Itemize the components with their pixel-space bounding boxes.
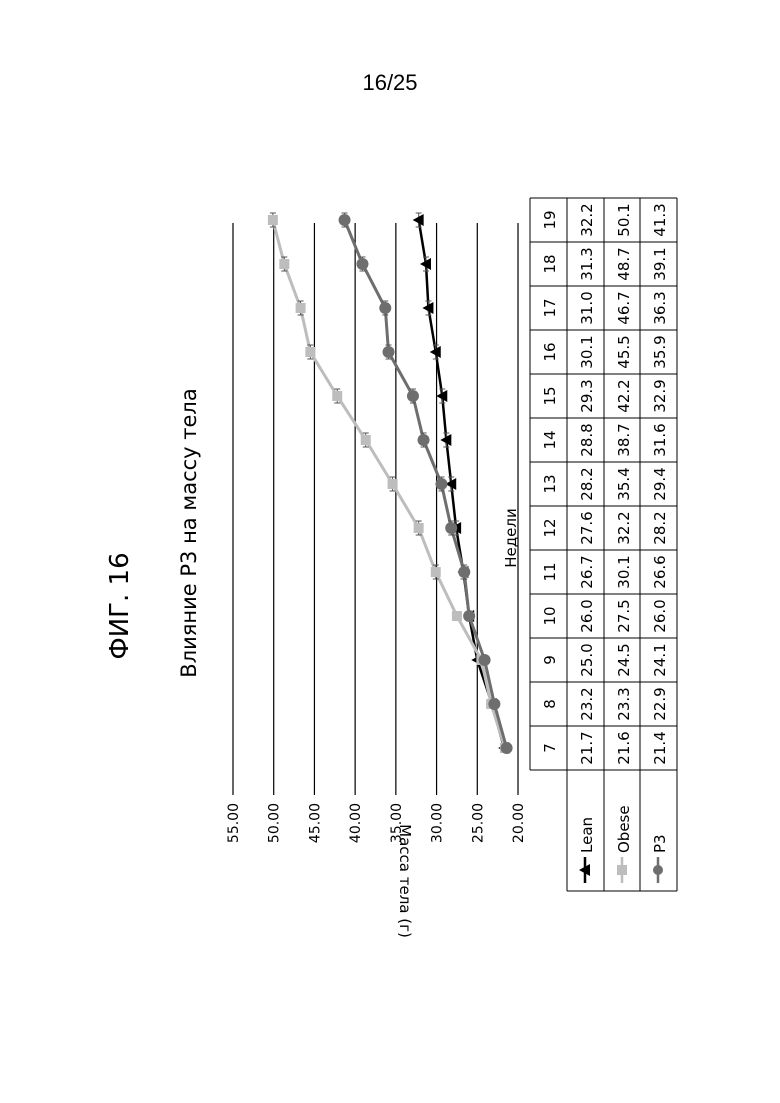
table-header-cell: 10 <box>541 606 559 625</box>
figure-label: ФИГ. 16 <box>105 552 135 659</box>
data-point <box>339 214 351 226</box>
x-axis-label: Недели <box>502 508 520 567</box>
table-cell: 39.1 <box>651 247 669 280</box>
table-cell: 21.6 <box>615 731 633 764</box>
table-header-cell: 12 <box>541 518 559 537</box>
table-header-cell: 7 <box>541 743 559 753</box>
table-cell: 41.3 <box>651 203 669 236</box>
series-line-lean <box>419 220 505 748</box>
legend-marker <box>617 865 627 875</box>
data-point <box>332 391 342 401</box>
table-cell: 30.1 <box>615 555 633 588</box>
table-header-cell: 14 <box>541 430 559 449</box>
table-cell: 28.8 <box>578 423 596 456</box>
table-row-label: Lean <box>578 817 596 853</box>
table-cell: 45.5 <box>615 335 633 368</box>
table-cell: 26.7 <box>578 555 596 588</box>
table-cell: 48.7 <box>615 247 633 280</box>
series-lines <box>268 213 513 754</box>
data-point <box>431 567 441 577</box>
table-cell: 21.7 <box>578 731 596 764</box>
data-point <box>279 259 289 269</box>
data-point <box>407 390 419 402</box>
data-point <box>458 566 470 578</box>
table-cell: 36.3 <box>651 291 669 324</box>
table-cell: 25.0 <box>578 643 596 676</box>
data-point <box>435 478 447 490</box>
table-header-cell: 15 <box>541 386 559 405</box>
table-cell: 32.2 <box>578 203 596 236</box>
table-cell: 38.7 <box>615 423 633 456</box>
data-point <box>383 346 395 358</box>
table-cell: 24.5 <box>615 643 633 676</box>
data-point <box>361 435 371 445</box>
data-point <box>379 302 391 314</box>
data-point <box>388 479 398 489</box>
table-cell: 32.2 <box>615 511 633 544</box>
y-tick-labels: 20.00 25.00 30.00 35.00 40.00 45.00 50.00 55.00 <box>226 803 527 843</box>
table-cell: 32.9 <box>651 379 669 412</box>
data-table: 7 8 9 10 11 12 13 14 15 16 17 18 19 Lean 21.7 23.2 25.0 2… <box>530 198 677 891</box>
table-cell: 29.3 <box>578 379 596 412</box>
data-point <box>268 215 278 225</box>
table-header-cell: 19 <box>541 210 559 229</box>
data-point <box>418 434 430 446</box>
table-cell: 21.4 <box>651 731 669 764</box>
table-cell: 22.9 <box>651 687 669 720</box>
table-cell: 26.0 <box>651 599 669 632</box>
y-tick-label: 30.00 <box>430 803 446 843</box>
table-cell: 31.6 <box>651 423 669 456</box>
y-tick-label: 50.00 <box>267 803 283 843</box>
table-cell: 29.4 <box>651 467 669 500</box>
table-cell: 28.2 <box>578 467 596 500</box>
table-cell: 35.4 <box>615 467 633 500</box>
table-cell: 31.3 <box>578 247 596 280</box>
y-tick-label: 35.00 <box>389 803 405 843</box>
table-row-label: Obese <box>615 805 633 853</box>
y-tick-label: 55.00 <box>226 803 242 843</box>
table-cell: 26.6 <box>651 555 669 588</box>
data-point <box>305 347 315 357</box>
table-header-cell: 17 <box>541 298 559 317</box>
table-cell: 50.1 <box>615 203 633 236</box>
data-point <box>488 698 500 710</box>
table-cell: 27.5 <box>615 599 633 632</box>
legend-marker <box>653 865 663 875</box>
table-cell: 23.2 <box>578 687 596 720</box>
table-cell: 31.0 <box>578 291 596 324</box>
data-point <box>296 303 306 313</box>
table-header-cell: 8 <box>541 699 559 709</box>
table-cell: 24.1 <box>651 643 669 676</box>
table-cell: 28.2 <box>651 511 669 544</box>
table-cell: 23.3 <box>615 687 633 720</box>
data-point <box>463 610 475 622</box>
table-header-cell: 16 <box>541 342 559 361</box>
table-cell: 42.2 <box>615 379 633 412</box>
y-tick-label: 45.00 <box>307 803 323 843</box>
data-point <box>479 654 491 666</box>
table-header-cell: 11 <box>541 562 559 581</box>
table-cell: 30.1 <box>578 335 596 368</box>
table-cell: 26.0 <box>578 599 596 632</box>
data-point <box>501 742 513 754</box>
table-row-label: P3 <box>651 834 669 853</box>
chart-title: Влияние P3 на массу тела <box>177 388 201 677</box>
y-tick-label: 25.00 <box>470 803 486 843</box>
table-cell: 27.6 <box>578 511 596 544</box>
data-point <box>445 522 457 534</box>
table-header-cell: 13 <box>541 474 559 493</box>
y-tick-label: 40.00 <box>348 803 364 843</box>
table-header-cell: 9 <box>541 655 559 665</box>
data-point <box>414 523 424 533</box>
table-header-cell: 18 <box>541 254 559 273</box>
table-cell: 35.9 <box>651 335 669 368</box>
grid-lines <box>233 223 518 795</box>
table-cell: 46.7 <box>615 291 633 324</box>
y-tick-label: 20.00 <box>511 803 527 843</box>
data-point <box>356 258 368 270</box>
data-point <box>452 611 462 621</box>
